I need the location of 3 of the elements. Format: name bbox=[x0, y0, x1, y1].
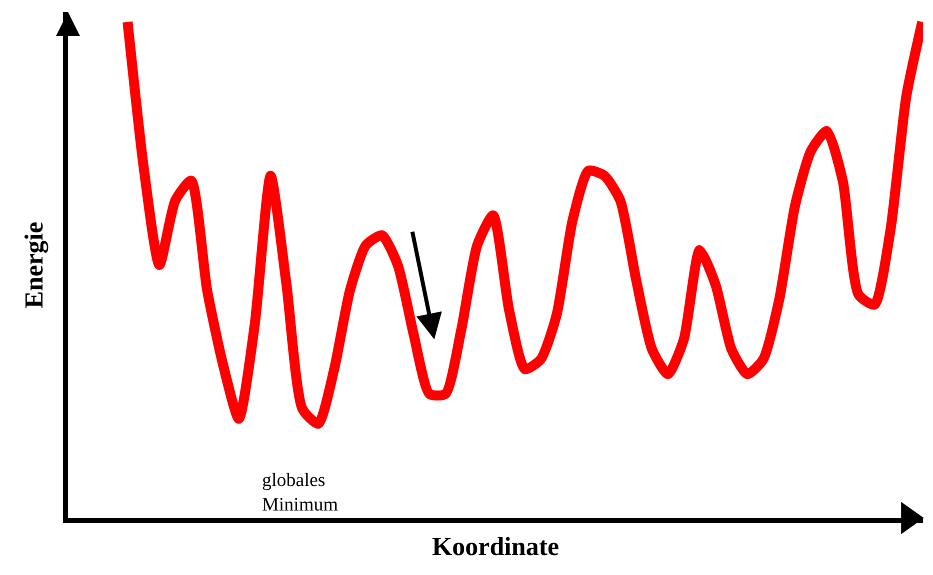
annotation: globales Minimum bbox=[262, 470, 338, 516]
x-axis-title: Koordinate bbox=[432, 532, 560, 562]
y-axis-title: Energie bbox=[19, 222, 48, 308]
